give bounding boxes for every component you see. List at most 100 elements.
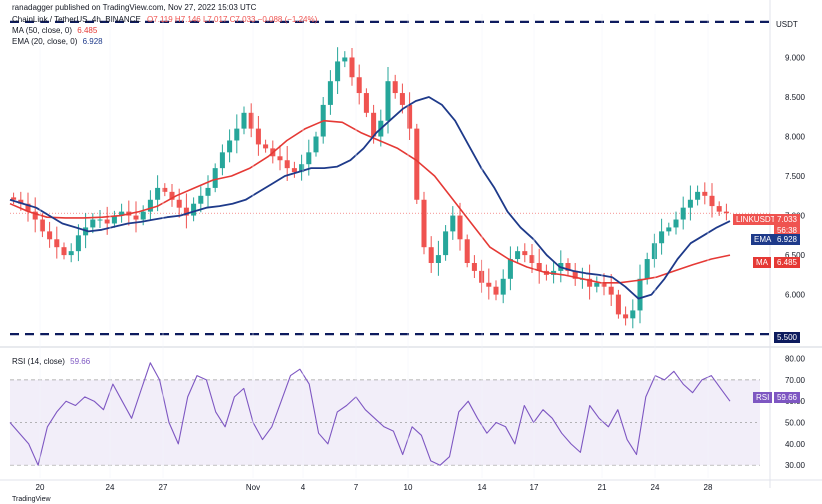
rsi-line[interactable] (9, 362, 731, 466)
candle-body[interactable] (227, 140, 233, 153)
candle-body[interactable] (507, 259, 513, 279)
candle-body[interactable] (659, 231, 665, 244)
candle-body[interactable] (25, 203, 31, 212)
candle-body[interactable] (183, 207, 189, 216)
candle-body[interactable] (443, 231, 449, 256)
candle-body[interactable] (486, 282, 492, 287)
candle-body[interactable] (191, 203, 197, 216)
candle-body[interactable] (709, 195, 715, 207)
candle-body[interactable] (335, 61, 341, 82)
candle-body[interactable] (342, 57, 348, 62)
candle-body[interactable] (284, 160, 290, 169)
candle-body[interactable] (723, 211, 729, 214)
candle-body[interactable] (75, 235, 81, 252)
candle-body[interactable] (263, 144, 269, 149)
candle-body[interactable] (90, 219, 96, 228)
candle-body[interactable] (147, 199, 153, 212)
candle-body[interactable] (306, 152, 312, 165)
time-tick-label: 28 (704, 483, 713, 492)
candle-body[interactable] (47, 231, 53, 240)
candle-body[interactable] (356, 77, 362, 94)
candle-body[interactable] (32, 211, 38, 220)
candle-body[interactable] (500, 278, 506, 295)
ema-line[interactable] (9, 96, 731, 300)
price-tick-label: 6.000 (785, 291, 806, 300)
candle-body[interactable] (140, 211, 146, 220)
candle-body[interactable] (630, 310, 636, 319)
candle-body[interactable] (687, 199, 693, 208)
candle-body[interactable] (515, 251, 521, 260)
candle-body[interactable] (536, 263, 542, 271)
candle-body[interactable] (615, 294, 621, 315)
candle-body[interactable] (291, 168, 297, 173)
candle-body[interactable] (680, 207, 686, 220)
candle-body[interactable] (248, 112, 254, 129)
candle-body[interactable] (673, 219, 679, 228)
candle-body[interactable] (450, 215, 456, 232)
candle-body[interactable] (176, 199, 182, 208)
candle-body[interactable] (414, 128, 420, 200)
candle-body[interactable] (169, 191, 175, 200)
candle-body[interactable] (637, 278, 643, 311)
candle-body[interactable] (435, 255, 441, 263)
candle-body[interactable] (61, 247, 67, 256)
candle-body[interactable] (255, 128, 261, 145)
candle-body[interactable] (241, 112, 247, 129)
candle-body[interactable] (428, 247, 434, 263)
candle-body[interactable] (572, 270, 578, 279)
candle-body[interactable] (162, 187, 168, 192)
candle-body[interactable] (299, 164, 305, 173)
candle-body[interactable] (104, 219, 110, 224)
price-tick-label: 8.000 (785, 133, 806, 142)
symbol-legend: ChainLink / TetherUS, 4h, BINANCE O7.119… (12, 15, 317, 25)
candle-body[interactable] (327, 81, 333, 105)
candle-body[interactable] (695, 191, 701, 200)
candle-body[interactable] (11, 197, 17, 200)
candle-body[interactable] (457, 215, 463, 240)
candle-body[interactable] (608, 286, 614, 295)
candle-body[interactable] (363, 93, 369, 113)
candle-body[interactable] (212, 168, 218, 188)
candle-body[interactable] (97, 219, 103, 221)
candle-body[interactable] (493, 286, 499, 295)
candle-body[interactable] (587, 278, 593, 287)
ma-line[interactable] (9, 119, 731, 284)
candle-body[interactable] (119, 211, 125, 216)
candle-body[interactable] (18, 199, 24, 204)
candle-body[interactable] (219, 152, 225, 169)
candle-body[interactable] (371, 112, 377, 137)
candle-body[interactable] (313, 136, 319, 153)
candle-body[interactable] (407, 104, 413, 129)
candle-body[interactable] (399, 93, 405, 105)
candle-body[interactable] (651, 243, 657, 260)
ma-legend: MA (50, close, 0) 6.485 (12, 26, 97, 36)
candle-body[interactable] (421, 199, 427, 248)
candle-body[interactable] (644, 259, 650, 279)
candle-body[interactable] (133, 215, 139, 220)
candle-body[interactable] (479, 270, 485, 283)
candle-body[interactable] (234, 128, 240, 141)
candle-body[interactable] (471, 263, 477, 271)
candle-body[interactable] (594, 282, 600, 287)
candle-body[interactable] (392, 81, 398, 94)
candle-body[interactable] (68, 251, 74, 256)
candle-body[interactable] (716, 206, 722, 212)
candle-body[interactable] (39, 219, 45, 232)
candle-body[interactable] (205, 187, 211, 196)
candle-body[interactable] (155, 187, 161, 200)
candle-body[interactable] (464, 239, 470, 263)
candle-body[interactable] (666, 227, 672, 232)
candle-body[interactable] (623, 314, 629, 319)
candle-body[interactable] (198, 195, 204, 204)
candle-body[interactable] (601, 282, 607, 287)
candle-body[interactable] (702, 191, 708, 196)
candle-body[interactable] (111, 215, 117, 224)
candle-body[interactable] (522, 251, 528, 256)
candle-body[interactable] (385, 81, 391, 121)
candle-body[interactable] (349, 57, 355, 78)
candle-body[interactable] (565, 263, 571, 271)
candle-body[interactable] (54, 239, 60, 248)
candle-body[interactable] (529, 255, 535, 263)
candle-body[interactable] (277, 156, 283, 161)
